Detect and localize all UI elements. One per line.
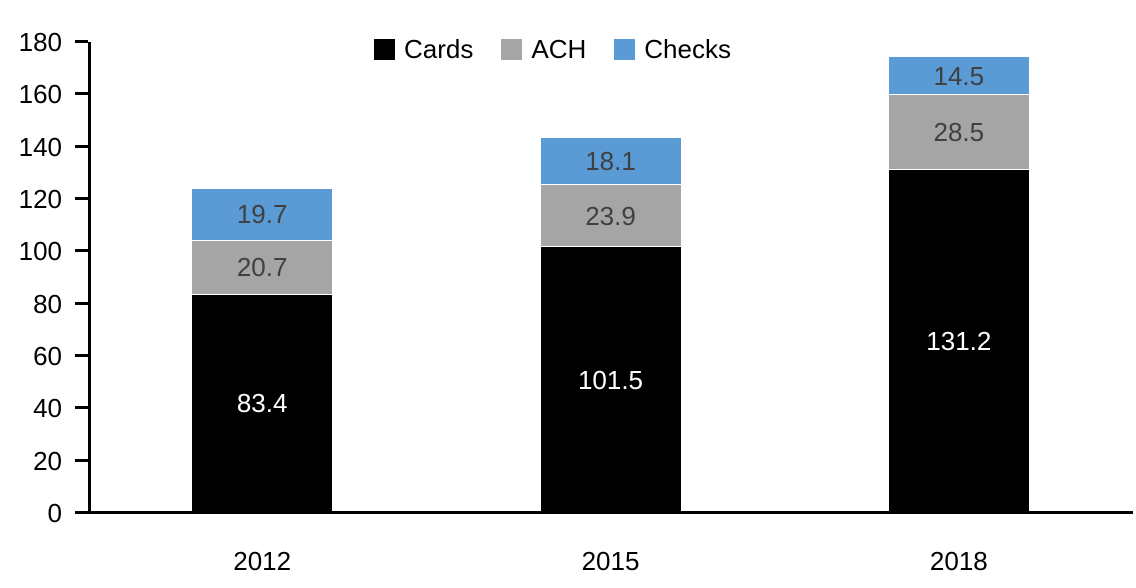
x-axis (86, 511, 1133, 514)
x-axis-category-label: 2018 (929, 546, 988, 576)
bar-segment-value: 20.7 (236, 252, 288, 283)
legend-swatch-icon (614, 38, 636, 60)
y-axis-tick-label: 100 (18, 236, 62, 267)
y-axis-tick (75, 249, 88, 253)
bar-segment-cards-2012: 83.4 (192, 294, 333, 512)
y-axis-tick (75, 511, 88, 514)
legend-item-cards: Cards (374, 36, 473, 62)
legend-item-ach: ACH (501, 36, 586, 62)
y-axis-tick (75, 301, 88, 305)
bar-segment-value: 101.5 (577, 364, 644, 395)
bar-segment-ach-2018: 28.5 (888, 95, 1029, 169)
y-axis-tick (75, 40, 88, 43)
y-axis-tick (75, 197, 88, 200)
legend-label: ACH (531, 34, 587, 64)
bar-segment-checks-2015: 18.1 (540, 137, 681, 184)
y-axis-tick-label: 60 (33, 341, 62, 371)
x-axis-category-label: 2015 (581, 546, 640, 576)
y-axis-tick-label: 80 (33, 288, 62, 319)
bar-segment-value: 28.5 (933, 116, 985, 147)
chart-legend: Cards ACH Checks (374, 36, 731, 62)
y-axis-tick-label: 20 (33, 445, 62, 476)
y-axis-tick-label: 0 (47, 498, 62, 528)
bar-segment-value: 19.7 (236, 199, 288, 230)
y-axis-tick-label: 180 (18, 27, 62, 57)
bar-segment-checks-2012: 19.7 (192, 189, 333, 240)
legend-item-checks: Checks (614, 36, 731, 62)
legend-label: Checks (644, 34, 731, 64)
bar-segment-checks-2018: 14.5 (888, 57, 1029, 95)
y-axis-tick-label: 140 (18, 131, 62, 162)
y-axis-tick-label: 120 (18, 184, 62, 214)
y-axis (88, 42, 91, 513)
bar-segment-value: 18.1 (585, 145, 636, 176)
y-axis-tick (75, 354, 88, 357)
legend-label: Cards (404, 34, 474, 64)
bar-segment-cards-2015: 101.5 (540, 247, 681, 512)
bar-segment-ach-2015: 23.9 (540, 184, 681, 247)
bar-segment-value: 83.4 (236, 388, 288, 419)
y-axis-tick-label: 40 (33, 393, 62, 424)
legend-swatch-icon (374, 38, 395, 60)
x-axis-category-label: 2012 (233, 546, 292, 576)
y-axis-tick (75, 406, 88, 410)
legend-swatch-icon (501, 38, 523, 60)
bar-segment-cards-2018: 131.2 (888, 169, 1029, 512)
y-axis-tick (75, 144, 88, 148)
y-axis-tick (75, 458, 88, 462)
bar-segment-value: 131.2 (926, 325, 992, 356)
y-axis-tick (75, 92, 88, 96)
bar-segment-value: 14.5 (933, 60, 985, 91)
y-axis-tick-label: 160 (18, 79, 62, 110)
bar-segment-value: 23.9 (585, 200, 636, 231)
bar-segment-ach-2012: 20.7 (192, 240, 333, 294)
